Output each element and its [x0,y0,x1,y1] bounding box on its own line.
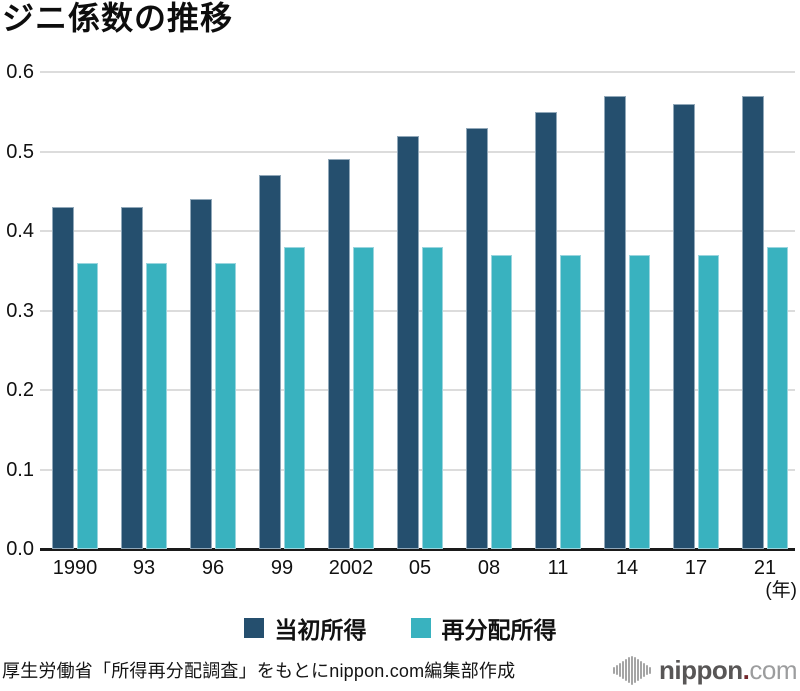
legend-label-initial-income: 当初所得 [274,617,367,643]
bar-initial-income [121,207,143,549]
y-tick-label: 0.5 [6,140,34,163]
bar-initial-income [190,199,212,549]
bar-redistributed-income [283,246,305,549]
y-tick-label: 0.0 [6,538,34,560]
x-tick-label: 08 [477,557,501,579]
bar-redistributed-income [766,246,788,549]
x-tick-label: 11 [547,557,569,579]
bar-initial-income [466,127,488,549]
legend-swatch-redistributed-income-icon [410,618,431,638]
x-tick-label: 17 [684,557,708,579]
bar-redistributed-income [697,254,719,549]
logo-text-nippon: nippon [659,655,743,685]
y-tick-label: 0.2 [6,379,34,401]
y-tick-label: 0.3 [6,299,34,322]
x-tick-label: 93 [132,557,156,579]
bar-initial-income [535,111,557,549]
bar-initial-income [52,207,74,549]
legend-swatch-initial-income-icon [243,618,264,638]
bar-redistributed-income [559,254,581,549]
chart-title: ジニ係数の推移 [2,0,234,36]
y-tick-label: 0.4 [6,220,34,242]
x-tick-label: 1990 [52,557,98,579]
nippon-com-logo: nippon.com [613,655,797,685]
x-tick-label: 96 [201,557,225,579]
footer: 厚生労働省「所得再分配調査」をもとにnippon.com編集部作成 nippon… [0,651,800,689]
x-axis-unit-label: (年) [765,580,797,601]
y-tick-label: 0.1 [6,458,34,481]
legend: 当初所得 再分配所得 [0,611,800,645]
legend-label-redistributed-income: 再分配所得 [441,617,557,643]
bar-redistributed-income [214,262,236,549]
legend-item-initial-income: 当初所得 [243,611,367,645]
soundwave-bars-icon [613,655,651,685]
x-tick-label: 2002 [328,557,374,579]
bar-redistributed-income [490,254,512,549]
gridline [40,71,795,73]
x-tick-label: 05 [408,557,432,579]
bar-initial-income [673,103,695,549]
bar-initial-income [328,159,350,549]
bar-redistributed-income [628,254,650,549]
nippon-com-logo-text: nippon.com [659,655,797,685]
bar-redistributed-income [421,246,443,549]
x-tick-label: 14 [615,557,639,579]
bar-redistributed-income [145,262,167,549]
logo-text-com: com [749,655,797,685]
bar-initial-income [397,135,419,549]
x-tick-label: 99 [270,557,294,579]
x-tick-label: 21 [753,557,777,579]
bar-redistributed-income [76,262,98,549]
x-axis-line [40,548,795,551]
source-credit-text: 厚生労働省「所得再分配調査」をもとにnippon.com編集部作成 [2,661,516,681]
bar-redistributed-income [352,246,374,549]
y-tick-label: 0.6 [6,61,34,83]
logo-text-dot: . [742,655,750,685]
bar-initial-income [604,95,626,549]
bar-initial-income [742,95,764,549]
bar-initial-income [259,175,281,549]
legend-item-redistributed-income: 再分配所得 [410,611,557,645]
